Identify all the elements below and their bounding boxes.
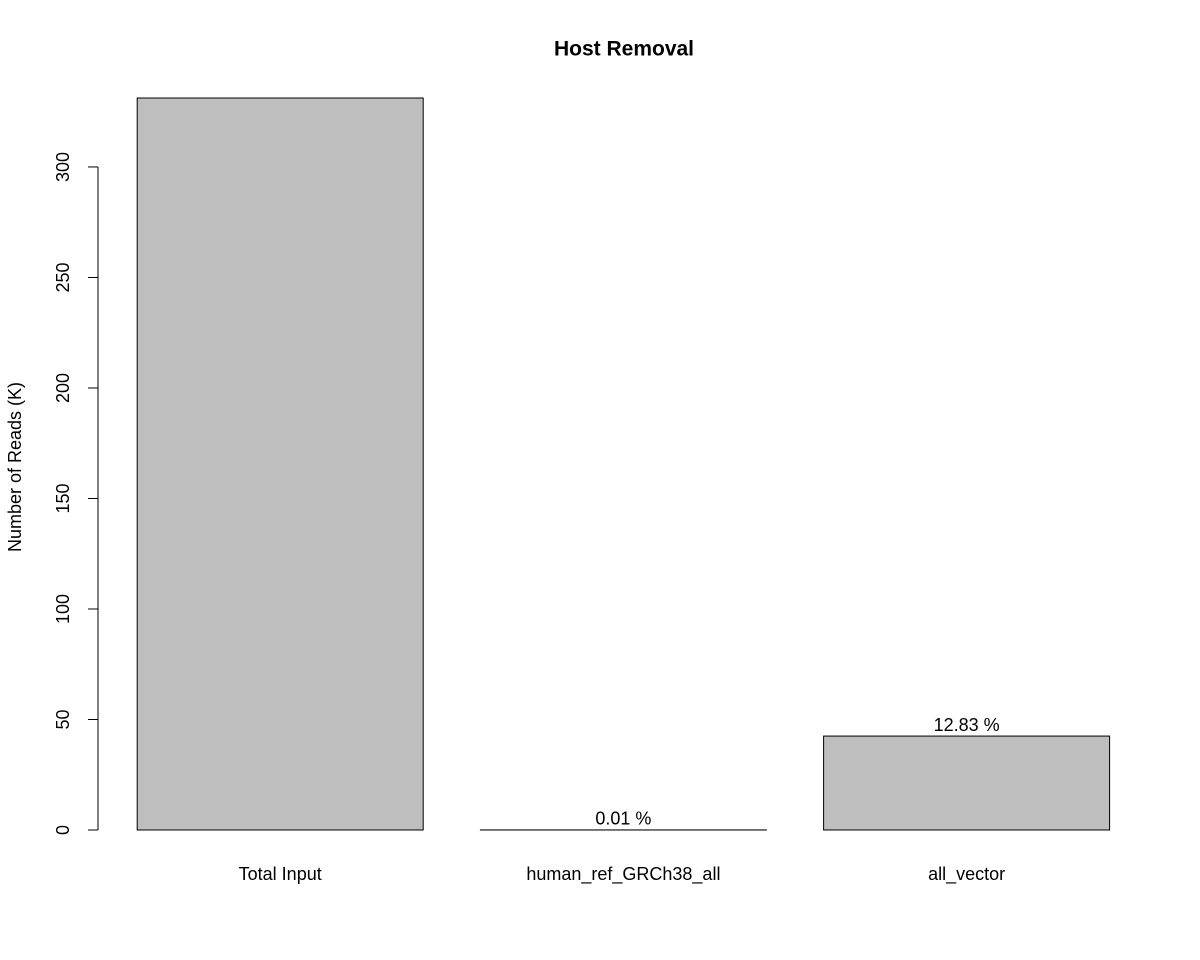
y-tick-label: 50 <box>53 709 73 729</box>
y-tick-label: 150 <box>53 483 73 513</box>
y-tick-label: 300 <box>53 152 73 182</box>
x-tick-label: all_vector <box>928 864 1005 885</box>
bar-annotation: 12.83 % <box>934 715 1000 735</box>
bar <box>136 97 424 831</box>
y-tick-label: 100 <box>53 594 73 624</box>
bar-annotation: 0.01 % <box>595 809 651 829</box>
bar <box>823 735 1111 831</box>
x-tick-label: human_ref_GRCh38_all <box>526 864 720 885</box>
y-tick-label: 0 <box>53 825 73 835</box>
x-tick-label: Total Input <box>239 864 322 884</box>
y-axis-label: Number of Reads (K) <box>5 382 25 552</box>
chart-title: Host Removal <box>554 38 694 61</box>
y-tick-label: 250 <box>53 262 73 292</box>
y-tick-label: 200 <box>53 373 73 403</box>
